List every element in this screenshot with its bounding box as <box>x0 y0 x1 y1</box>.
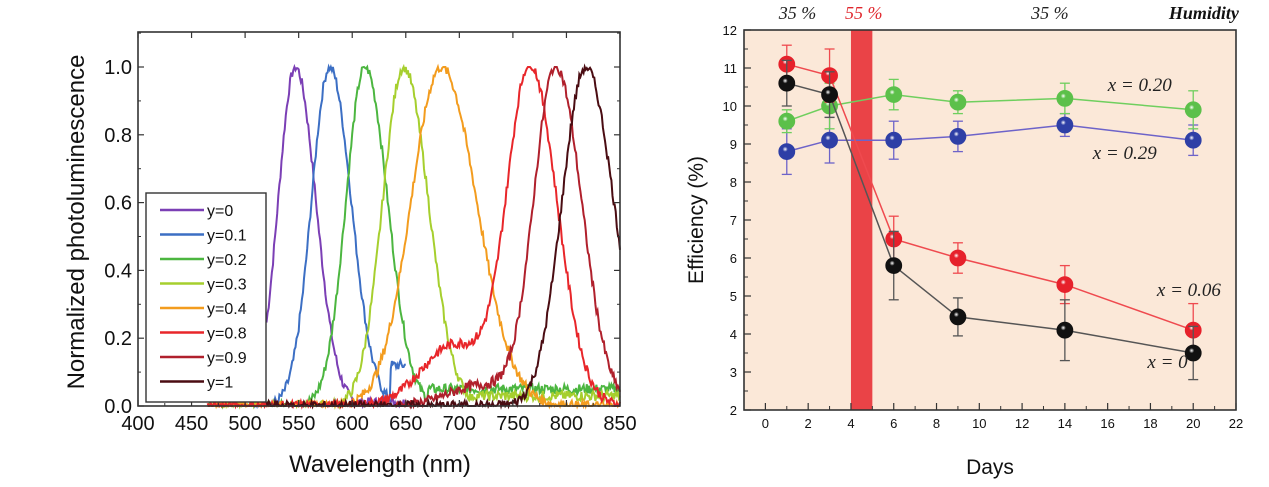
x-tick-label: 500 <box>228 413 261 435</box>
data-point <box>1056 321 1074 339</box>
series-label: x = 0.06 <box>1156 280 1222 301</box>
x-tick-label: 450 <box>175 413 208 435</box>
data-point <box>1056 116 1074 134</box>
data-point <box>949 308 967 326</box>
x-axis-label: Days <box>966 456 1014 479</box>
y-axis-label: Normalized photoluminescence <box>63 55 90 390</box>
x-tick-label: 18 <box>1143 416 1157 431</box>
humidity-band <box>850 30 873 410</box>
legend-label: y=0.8 <box>207 326 247 343</box>
data-point <box>885 131 903 149</box>
x-tick-label: 8 <box>933 416 940 431</box>
y-tick-label: 3 <box>730 365 737 380</box>
legend-label: y=0.2 <box>207 252 247 269</box>
y-tick-label: 4 <box>730 327 737 342</box>
y-tick-label: 0.8 <box>104 125 132 147</box>
axis-ticks: 400 450 500 550 600 650 700 750 800 850 0.0 0.2 0.4 0… <box>104 32 637 435</box>
legend: y=0 y=0.1 y=0.2 y=0.3 y=0.4 y=0.8 y=0.9 y=1 <box>145 192 267 403</box>
series-label: x = 0.29 <box>1092 143 1158 164</box>
x-tick-label: 6 <box>890 416 897 431</box>
data-point <box>885 86 903 103</box>
x-tick-label: 750 <box>496 413 529 435</box>
legend-label: y=0.3 <box>207 277 247 294</box>
y-axis-label: Efficiency (%) <box>685 156 708 284</box>
data-point <box>821 131 838 149</box>
x-tick-label: 16 <box>1100 416 1114 431</box>
data-point <box>1184 101 1202 119</box>
humidity-annotation: Humidity <box>1168 3 1240 23</box>
y-tick-label: 0.0 <box>104 396 132 418</box>
x-tick-label: 600 <box>336 413 369 435</box>
y-tick-label: 0.2 <box>104 328 132 350</box>
data-point <box>885 257 903 275</box>
photoluminescence-chart: 400 450 500 550 600 650 700 750 800 850 0.0 0.2 0.4 0… <box>63 31 637 478</box>
data-point <box>1184 131 1202 149</box>
x-tick-label: 20 <box>1186 416 1200 431</box>
humidity-annotation: 55 % <box>845 3 883 23</box>
y-tick-label: 11 <box>724 61 738 76</box>
data-point <box>949 127 967 145</box>
x-tick-label: 850 <box>603 413 636 435</box>
legend-label: y=1 <box>207 375 233 392</box>
x-tick-label: 700 <box>443 413 476 435</box>
pl-curve-6 <box>394 66 621 410</box>
y-tick-label: 8 <box>730 175 737 190</box>
x-axis-label: Wavelength (nm) <box>289 451 471 478</box>
data-point <box>778 143 796 161</box>
y-tick-label: 6 <box>730 251 737 266</box>
data-point <box>949 93 967 111</box>
y-tick-label: 9 <box>730 137 737 152</box>
data-point <box>1056 276 1074 294</box>
x-tick-label: 550 <box>282 413 315 435</box>
x-tick-label: 400 <box>121 413 154 435</box>
data-point <box>821 86 838 103</box>
x-tick-label: 12 <box>1015 416 1029 431</box>
x-tick-label: 10 <box>972 416 986 431</box>
y-tick-label: 2 <box>730 403 737 418</box>
x-tick-label: 800 <box>550 413 583 435</box>
legend-box <box>145 192 267 403</box>
data-point <box>1056 90 1074 107</box>
x-tick-label: 22 <box>1229 416 1243 431</box>
y-tick-label: 0.4 <box>104 260 132 282</box>
humidity-annotations: 35 % 55 % 35 % Humidity <box>778 3 1240 23</box>
x-tick-label: 4 <box>847 416 854 431</box>
legend-label: y=0.4 <box>207 301 247 318</box>
legend-label: y=0.1 <box>207 228 247 245</box>
x-tick-label: 650 <box>389 413 422 435</box>
data-point <box>1184 344 1202 362</box>
legend-label: y=0 <box>207 203 233 220</box>
humidity-annotation: 35 % <box>1030 3 1069 23</box>
data-point <box>778 74 796 92</box>
y-tick-label: 7 <box>730 213 737 228</box>
efficiency-series: x = 0.29 x = 0.20 x = 0.06 x = 0 <box>778 44 1222 381</box>
y-tick-label: 0.6 <box>104 193 132 215</box>
y-tick-label: 12 <box>723 23 737 38</box>
pl-curve-4 <box>212 63 621 410</box>
y-tick-label: 5 <box>730 289 737 304</box>
x-tick-label: 14 <box>1058 416 1072 431</box>
legend-label: y=0.9 <box>207 350 247 367</box>
humidity-annotation: 35 % <box>778 3 817 23</box>
x-tick-label: 2 <box>805 416 812 431</box>
series-label: x = 0.20 <box>1107 75 1173 96</box>
series-label: x = 0 <box>1146 352 1188 373</box>
y-tick-label: 1.0 <box>104 57 132 79</box>
data-point <box>949 249 967 267</box>
x-tick-label: 0 <box>762 416 769 431</box>
data-point <box>778 112 796 130</box>
y-tick-label: 10 <box>723 99 737 114</box>
